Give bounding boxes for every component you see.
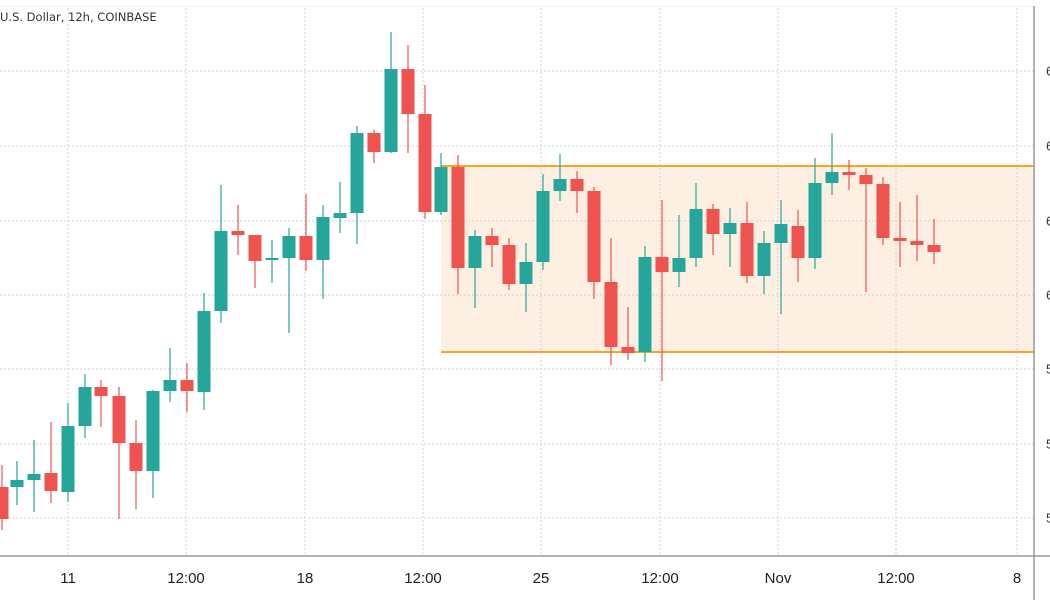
candle-body-down xyxy=(418,114,432,212)
candle-body-down xyxy=(129,443,143,471)
candle-body-down xyxy=(44,473,58,491)
candle-body-down xyxy=(299,236,313,260)
candle-body-up xyxy=(672,258,686,272)
x-tick-label: 11 xyxy=(60,570,76,587)
candle-body-up xyxy=(468,236,482,268)
candle-body-up xyxy=(757,243,771,276)
candle-body-up xyxy=(350,133,364,213)
candle-body-down xyxy=(570,179,584,191)
candle-body-down xyxy=(893,238,907,241)
candle-body-up xyxy=(689,209,703,258)
y-tick-label: 6 xyxy=(1046,213,1050,229)
x-tick-label: 12:00 xyxy=(641,570,679,587)
candle-body-down xyxy=(587,191,601,282)
candle-body-down xyxy=(451,167,465,268)
candle-body-up xyxy=(536,191,550,262)
candle-body-up xyxy=(638,257,652,352)
candle-body-up xyxy=(61,426,75,492)
candle-body-down xyxy=(401,69,415,114)
candle-body-up xyxy=(808,183,822,258)
y-tick-label: 5 xyxy=(1046,510,1050,526)
x-tick-label: 25 xyxy=(532,570,550,587)
candle-body-up xyxy=(10,480,24,487)
candle-body-up xyxy=(553,179,567,191)
range-box xyxy=(441,166,1034,352)
candle-body-down xyxy=(842,172,856,175)
x-tick-label: 12:00 xyxy=(404,570,442,587)
candle-body-up xyxy=(214,231,228,311)
candle-body-down xyxy=(112,396,126,443)
y-tick-label: 6 xyxy=(1046,138,1050,154)
candle-body-down xyxy=(485,236,499,245)
candle-body-down xyxy=(94,387,108,396)
candle-body-up xyxy=(774,224,788,243)
candle-body-up xyxy=(723,223,737,234)
x-tick-label: 18 xyxy=(296,570,314,587)
candle-body-down xyxy=(791,226,805,258)
candle-body-down xyxy=(502,245,516,284)
candle-body-down xyxy=(180,380,194,391)
candle-body-up xyxy=(197,311,211,392)
candle-body-down xyxy=(859,175,873,184)
candle-body-down xyxy=(231,231,245,235)
x-tick-label: 12:00 xyxy=(167,570,205,587)
x-tick-label: 12:00 xyxy=(877,570,915,587)
y-tick-label: 6 xyxy=(1046,63,1050,79)
candle-body-up xyxy=(27,474,41,480)
candle-body-down xyxy=(621,347,635,353)
candle-body-down xyxy=(876,184,890,238)
candle-body-up xyxy=(163,380,177,391)
candle-body-up xyxy=(265,258,279,260)
candle-body-down xyxy=(740,223,754,276)
candle-body-down xyxy=(910,241,924,245)
candle-body-up xyxy=(434,167,448,212)
candle-body-up xyxy=(146,391,160,471)
candle-body-down xyxy=(0,487,9,519)
candle-body-down xyxy=(604,282,618,347)
candle-body-down xyxy=(655,257,669,272)
chart-title: U.S. Dollar, 12h, COINBASE xyxy=(0,10,157,24)
candle-body-up xyxy=(282,236,296,258)
candle-body-up xyxy=(825,172,839,183)
candle-body-down xyxy=(927,245,941,252)
candle-body-down xyxy=(367,133,381,152)
y-tick-label: 5 xyxy=(1046,361,1050,377)
candle-body-up xyxy=(519,262,533,284)
candle-body-up xyxy=(384,69,398,152)
candle-body-down xyxy=(248,235,262,261)
candle-body-up xyxy=(78,387,92,426)
y-tick-label: 5 xyxy=(1046,436,1050,452)
candle-body-up xyxy=(316,217,330,260)
x-tick-label: 8 xyxy=(1012,570,1022,587)
candle-body-down xyxy=(706,209,720,234)
y-tick-label: 6 xyxy=(1046,287,1050,303)
candle-body-up xyxy=(333,213,347,218)
chart-top-border xyxy=(0,0,1034,7)
x-tick-label: Nov xyxy=(764,570,792,587)
